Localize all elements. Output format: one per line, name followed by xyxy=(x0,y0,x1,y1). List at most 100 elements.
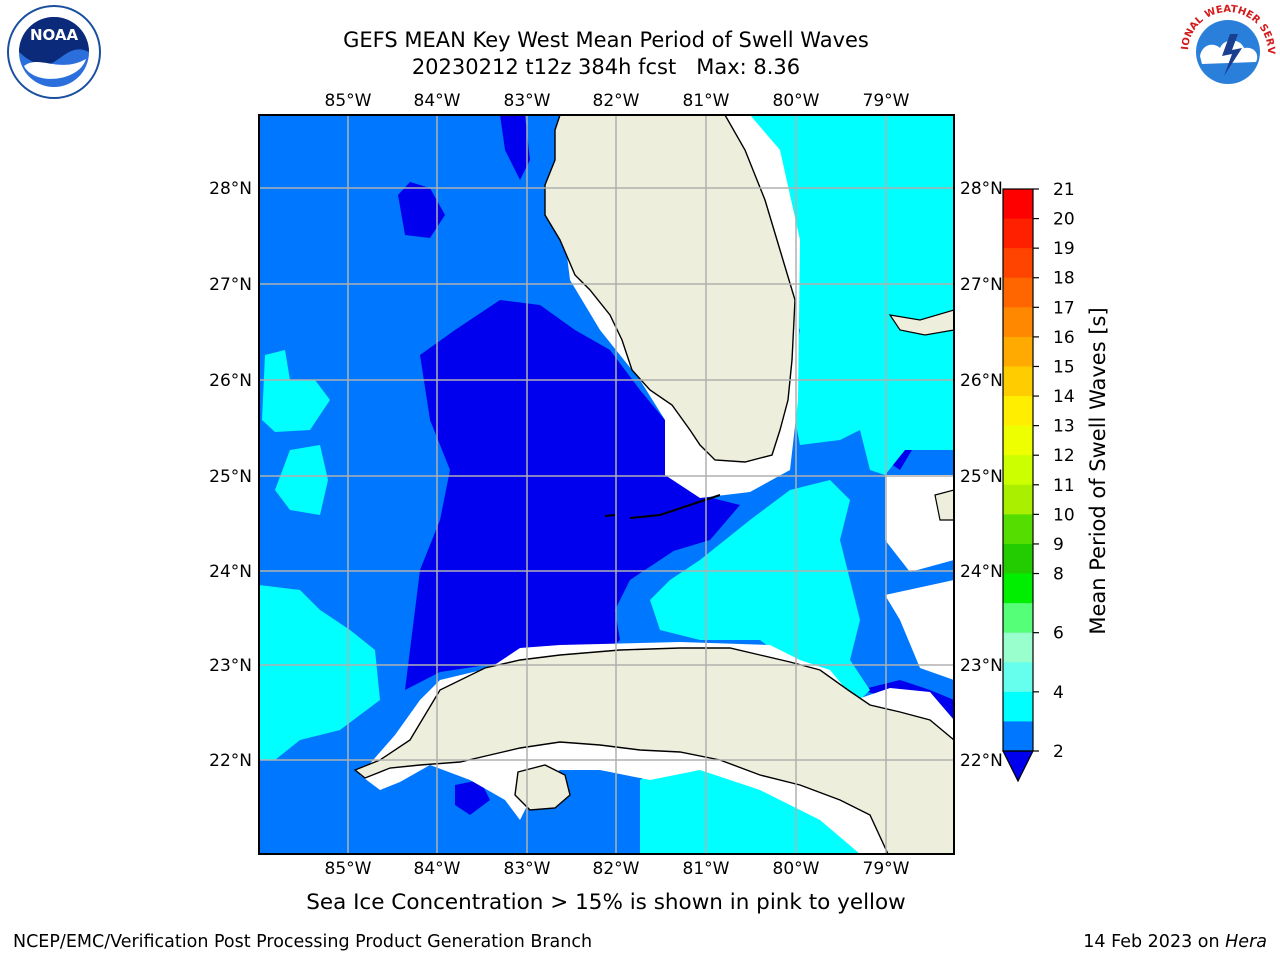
field-4-6-south xyxy=(640,760,860,854)
lat-label-left: 22°N xyxy=(209,751,252,771)
field-under-2-south xyxy=(455,780,490,815)
lon-label-bottom: 79°W xyxy=(863,859,910,879)
land-bahamas-andros xyxy=(934,489,954,521)
colorbar-tick-label: 4 xyxy=(1053,683,1064,703)
colorbar-tick-label: 11 xyxy=(1053,476,1075,496)
colorbar xyxy=(1002,188,1034,783)
lon-label-top: 80°W xyxy=(773,91,820,111)
land-isla-juventud xyxy=(514,764,571,811)
colorbar-tick-label: 21 xyxy=(1053,180,1075,200)
colorbar-tick-label: 17 xyxy=(1053,298,1075,318)
field-under-2-north xyxy=(500,115,530,180)
colorbar-label: Mean Period of Swell Waves [s] xyxy=(1086,307,1110,635)
lon-labels-top: 85°W 84°W 83°W 82°W 81°W 80°W 79°W xyxy=(325,91,910,111)
lat-label-right: 22°N xyxy=(960,751,1003,771)
colorbar-tick-label: 13 xyxy=(1053,417,1075,437)
map-frame xyxy=(258,114,955,855)
colorbar-tick-label: 18 xyxy=(1053,269,1075,289)
lon-label-top: 81°W xyxy=(683,91,730,111)
noaa-logo: NOAA xyxy=(4,4,104,104)
lat-label-left: 26°N xyxy=(209,371,252,391)
field-4-6-west2 xyxy=(275,445,328,515)
colorbar-tick-label: 15 xyxy=(1053,357,1075,377)
noaa-logo-text: NOAA xyxy=(30,26,79,44)
lon-label-top: 82°W xyxy=(593,91,640,111)
map-subtitle: 20230212 t12z 384h fcst Max: 8.36 xyxy=(411,55,801,79)
lat-labels-left: 28°N 27°N 26°N 25°N 24°N 23°N 22°N xyxy=(209,179,252,771)
colorbar-tick-label: 9 xyxy=(1053,535,1064,555)
lon-labels-bottom: 85°W 84°W 83°W 82°W 81°W 80°W 79°W xyxy=(325,859,910,879)
lon-label-top: 79°W xyxy=(863,91,910,111)
producer-credit: NCEP/EMC/Verification Post Processing Pr… xyxy=(13,932,593,952)
colorbar-swatch xyxy=(1003,218,1033,249)
lon-label-bottom: 82°W xyxy=(593,859,640,879)
date-text: 14 Feb 2023 on xyxy=(1083,932,1226,952)
field-4-6-southwest xyxy=(259,585,380,760)
lat-label-left: 27°N xyxy=(209,275,252,295)
lat-label-right: 27°N xyxy=(960,275,1003,295)
colorbar-swatch xyxy=(1003,336,1033,367)
colorbar-ticks: 21 20 19 18 17 16 15 14 13 12 11 10 9 8 6 4 2 xyxy=(1033,180,1075,762)
host-name: Hera xyxy=(1225,932,1267,952)
field-4-6-west xyxy=(262,350,330,432)
generation-date: 14 Feb 2023 on Hera xyxy=(1083,932,1267,952)
sea-ice-note: Sea Ice Concentration > 15% is shown in … xyxy=(306,890,906,915)
lon-label-top: 84°W xyxy=(414,91,461,111)
colorbar-swatch xyxy=(1003,603,1033,634)
land-cuba xyxy=(353,647,954,854)
field-under-2-keys xyxy=(600,490,740,555)
colorbar-swatch xyxy=(1003,189,1033,220)
nws-logo: NATIONAL WEATHER SERVICE xyxy=(1174,0,1278,104)
lat-label-right: 26°N xyxy=(960,371,1003,391)
colorbar-swatch xyxy=(1003,721,1033,752)
colorbar-swatch xyxy=(1003,543,1033,575)
colorbar-swatch xyxy=(1003,484,1033,515)
colorbar-tick-label: 6 xyxy=(1053,624,1064,644)
lat-label-left: 25°N xyxy=(209,467,252,487)
lat-label-left: 23°N xyxy=(209,656,252,676)
field-4-6-straits xyxy=(650,480,870,700)
lon-label-bottom: 81°W xyxy=(683,859,730,879)
lat-label-right: 24°N xyxy=(960,562,1003,582)
map-title: GEFS MEAN Key West Mean Period of Swell … xyxy=(343,28,869,52)
colorbar-swatch xyxy=(1003,691,1033,722)
field-under-2 xyxy=(405,300,705,690)
colorbar-swatch xyxy=(1003,662,1033,693)
colorbar-tick-label: 12 xyxy=(1053,446,1075,466)
colorbar-frame xyxy=(1002,188,1034,752)
field-4-6-atlantic xyxy=(750,115,954,475)
colorbar-tick-label: 8 xyxy=(1053,565,1064,585)
colorbar-swatch xyxy=(1003,514,1033,545)
lat-labels-right: 28°N 27°N 26°N 25°N 24°N 23°N 22°N xyxy=(960,179,1003,771)
land-bahamas-north xyxy=(888,309,954,336)
map-field xyxy=(259,115,954,854)
colorbar-swatch xyxy=(1003,396,1033,427)
colorbar-tick-label: 2 xyxy=(1053,742,1064,762)
colorbar-swatch xyxy=(1003,632,1033,663)
colorbar-tick-label: 10 xyxy=(1053,505,1075,525)
no-data-east-2 xyxy=(885,580,954,680)
colorbar-tick-label: 14 xyxy=(1053,387,1075,407)
colorbar-swatch xyxy=(1003,425,1033,456)
lat-label-right: 28°N xyxy=(960,179,1003,199)
lat-label-left: 24°N xyxy=(209,562,252,582)
lon-label-bottom: 84°W xyxy=(414,859,461,879)
lon-label-top: 85°W xyxy=(325,91,372,111)
colorbar-swatch xyxy=(1003,455,1033,486)
lon-label-bottom: 80°W xyxy=(773,859,820,879)
lat-label-left: 28°N xyxy=(209,179,252,199)
colorbar-swatch xyxy=(1003,307,1033,338)
colorbar-swatch xyxy=(1003,248,1033,279)
lat-label-right: 23°N xyxy=(960,656,1003,676)
land-florida xyxy=(544,115,796,463)
lon-label-top: 83°W xyxy=(504,91,551,111)
land-keys xyxy=(604,494,721,519)
colorbar-under-arrow xyxy=(1002,750,1034,783)
colorbar-swatch xyxy=(1003,277,1033,308)
colorbar-tick-label: 16 xyxy=(1053,328,1075,348)
lat-label-right: 25°N xyxy=(960,467,1003,487)
colorbar-swatch xyxy=(1003,573,1033,604)
colorbar-tick-label: 20 xyxy=(1053,210,1075,230)
colorbar-tick-label: 19 xyxy=(1053,239,1075,259)
